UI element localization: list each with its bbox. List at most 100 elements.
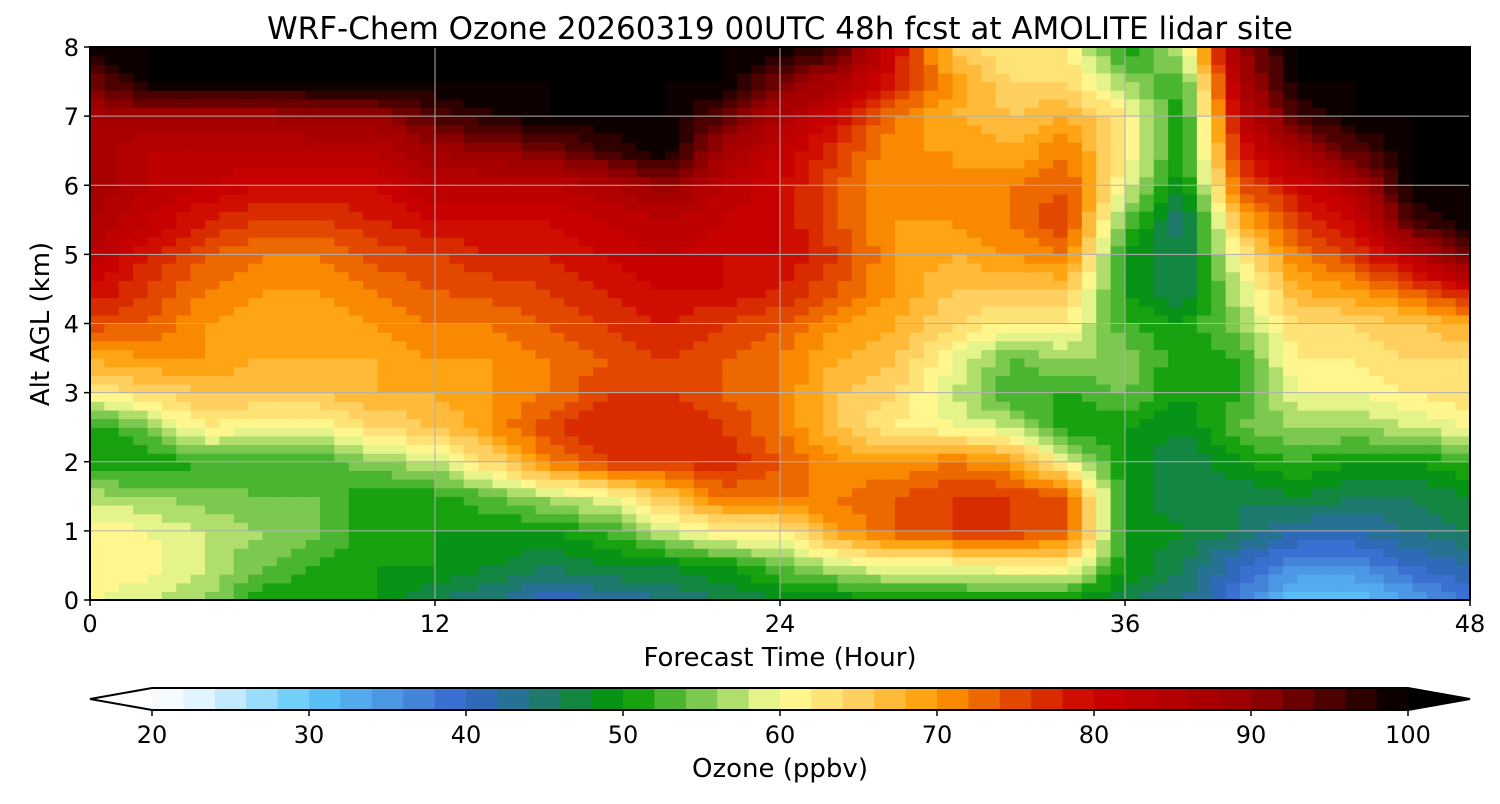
- heatmap-cell: [305, 271, 321, 281]
- heatmap-cell: [262, 133, 278, 143]
- heatmap-cell: [176, 185, 192, 195]
- heatmap-cell: [895, 211, 910, 221]
- heatmap-cell: [866, 297, 882, 307]
- heatmap-cell: [463, 383, 479, 394]
- heatmap-cell: [435, 340, 450, 351]
- heatmap-cell: [578, 574, 594, 584]
- heatmap-cell: [435, 107, 450, 117]
- heatmap-cell: [650, 254, 666, 264]
- heatmap-cell: [837, 340, 853, 351]
- heatmap-cell: [765, 288, 781, 299]
- heatmap-cell: [90, 159, 105, 169]
- heatmap-cell: [147, 461, 163, 471]
- heatmap-cell: [621, 522, 637, 532]
- heatmap-cell: [521, 159, 537, 169]
- heatmap-cell: [981, 427, 997, 437]
- heatmap-cell: [1096, 496, 1112, 506]
- heatmap-cell: [435, 591, 450, 601]
- heatmap-cell: [320, 383, 335, 394]
- heatmap-cell: [794, 159, 810, 169]
- heatmap-cell: [751, 271, 767, 281]
- heatmap-cell: [693, 288, 709, 299]
- heatmap-cell: [895, 522, 910, 532]
- heatmap-cell: [966, 522, 982, 532]
- heatmap-cell: [1010, 271, 1025, 281]
- heatmap-cell: [1067, 470, 1083, 480]
- heatmap-cell: [636, 55, 652, 65]
- heatmap-cell: [1096, 193, 1112, 204]
- heatmap-cell: [823, 280, 839, 290]
- heatmap-cell: [90, 107, 105, 117]
- heatmap-cell: [851, 556, 867, 567]
- heatmap-cell: [636, 90, 652, 100]
- heatmap-cell: [751, 427, 767, 437]
- heatmap-cell: [1182, 340, 1198, 351]
- heatmap-cell: [420, 513, 436, 523]
- heatmap-cell: [521, 314, 537, 325]
- heatmap-cell: [420, 202, 436, 212]
- heatmap-cell: [895, 228, 910, 238]
- heatmap-cell: [650, 582, 666, 592]
- heatmap-cell: [1182, 297, 1198, 307]
- heatmap-cell: [636, 470, 652, 480]
- heatmap-cell: [262, 142, 278, 152]
- heatmap-cell: [736, 427, 752, 437]
- heatmap-cell: [492, 591, 508, 601]
- heatmap-cell: [708, 340, 724, 351]
- heatmap-cell: [406, 124, 422, 135]
- heatmap-cell: [636, 504, 652, 515]
- heatmap-cell: [578, 401, 594, 411]
- heatmap-cell: [1067, 81, 1083, 91]
- heatmap-cell: [794, 55, 810, 65]
- heatmap-cell: [1153, 297, 1169, 307]
- heatmap-cell: [190, 116, 206, 126]
- heatmap-cell: [420, 288, 436, 299]
- heatmap-cell: [1125, 565, 1140, 575]
- heatmap-cell: [406, 332, 422, 342]
- heatmap-cell: [420, 427, 436, 437]
- heatmap-cell: [147, 55, 163, 65]
- heatmap-cell: [90, 530, 105, 541]
- heatmap-cell: [1081, 72, 1097, 83]
- heatmap-cell: [909, 409, 925, 420]
- heatmap-cell: [521, 72, 537, 83]
- heatmap-cell: [765, 574, 781, 584]
- heatmap-cell: [866, 479, 882, 489]
- heatmap-cell: [722, 133, 738, 143]
- heatmap-cell: [665, 167, 680, 178]
- heatmap-cell: [607, 504, 623, 515]
- heatmap-cell: [650, 556, 666, 567]
- heatmap-cell: [118, 55, 134, 65]
- heatmap-cell: [391, 513, 407, 523]
- heatmap-cell: [866, 306, 882, 316]
- heatmap-cell: [205, 185, 220, 195]
- heatmap-cell: [248, 185, 264, 195]
- heatmap-cell: [923, 237, 939, 247]
- heatmap-cell: [406, 228, 422, 238]
- heatmap-cell: [693, 418, 709, 428]
- heatmap-cell: [535, 332, 551, 342]
- heatmap-cell: [190, 133, 206, 143]
- heatmap-cell: [679, 185, 695, 195]
- heatmap-cell: [133, 375, 149, 385]
- heatmap-cell: [492, 479, 508, 489]
- heatmap-cell: [118, 98, 134, 109]
- heatmap-cell: [176, 513, 192, 523]
- heatmap-cell: [880, 193, 896, 204]
- heatmap-cell: [492, 288, 508, 299]
- heatmap-cell: [966, 55, 982, 65]
- heatmap-cell: [305, 539, 321, 549]
- heatmap-cell: [866, 513, 882, 523]
- heatmap-cell: [837, 496, 853, 506]
- heatmap-cell: [1153, 591, 1169, 601]
- heatmap-cell: [995, 401, 1011, 411]
- heatmap-cell: [118, 72, 134, 83]
- heatmap-cell: [1024, 263, 1040, 273]
- heatmap-cell: [650, 142, 666, 152]
- heatmap-cell: [406, 159, 422, 169]
- heatmap-cell: [938, 323, 954, 333]
- heatmap-cell: [952, 314, 968, 325]
- heatmap-cell: [995, 280, 1011, 290]
- heatmap-cell: [1125, 116, 1140, 126]
- heatmap-cell: [1024, 565, 1040, 575]
